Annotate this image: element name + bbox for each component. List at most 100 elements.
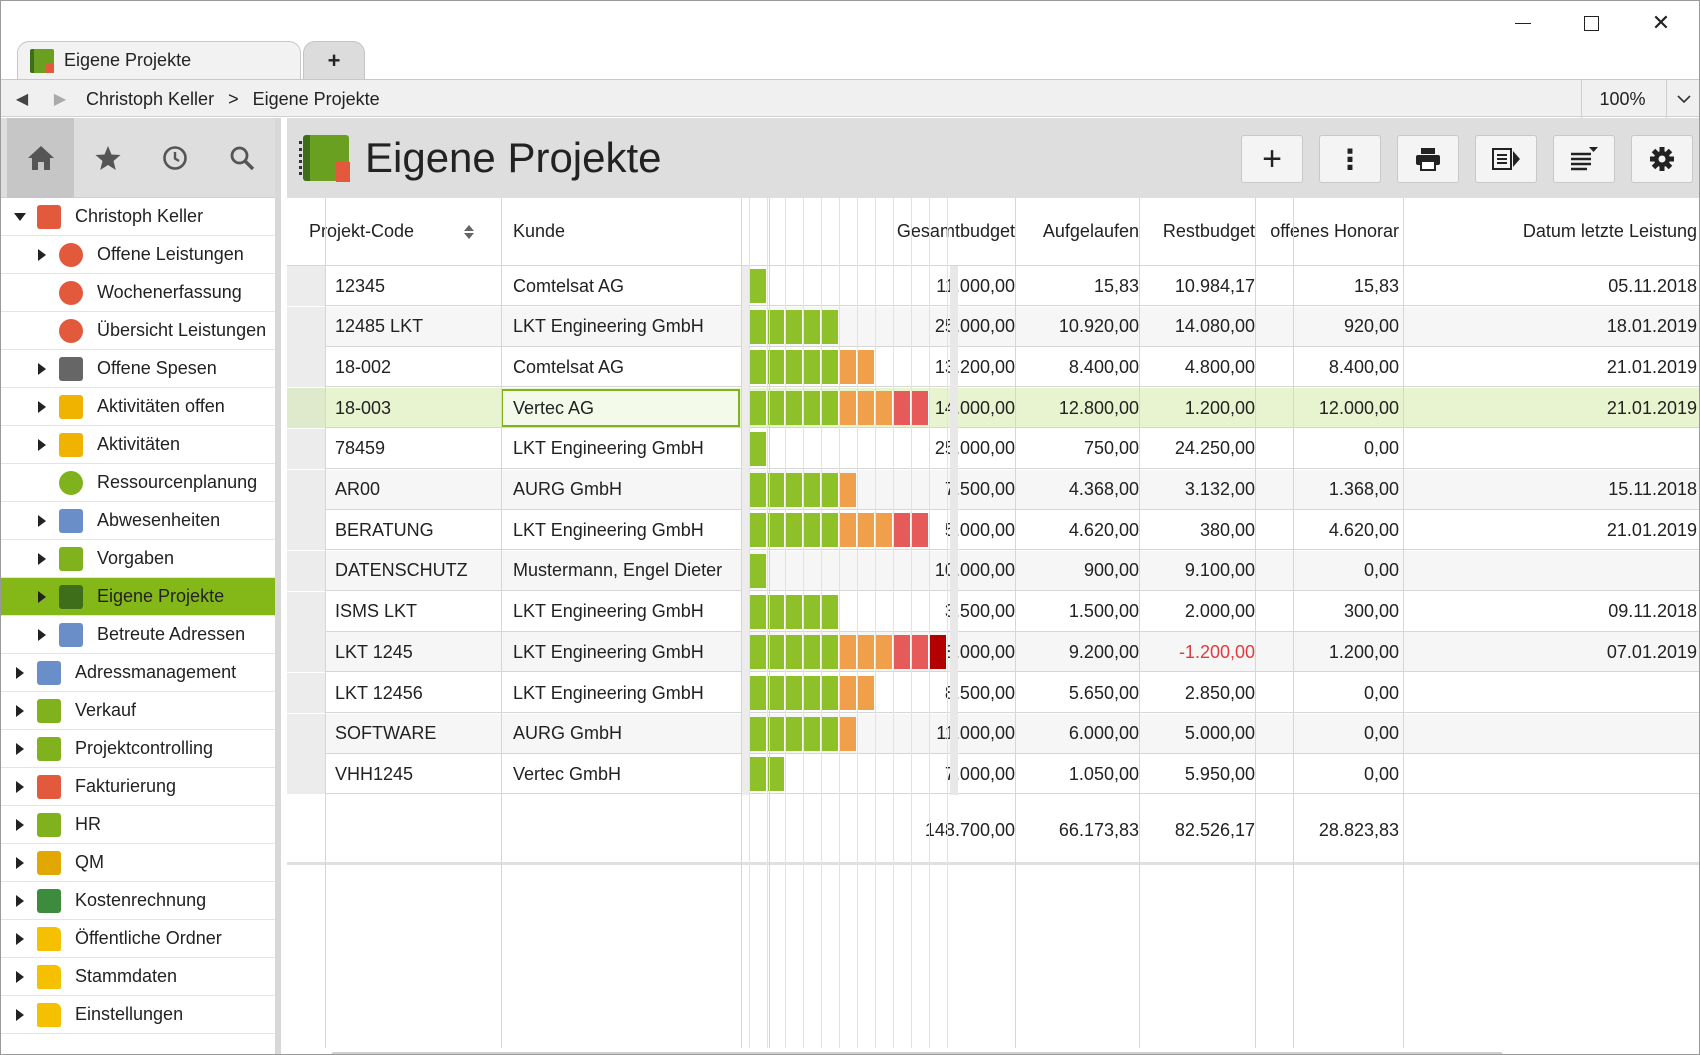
cell-datum-letzte-leistung[interactable]: 15.11.2018 (1608, 479, 1697, 499)
zoom-level[interactable]: 100% (1581, 80, 1663, 118)
table-row[interactable]: LKT 1245 LKT Engineering GmbH 8.000,00 9.20… (287, 632, 1699, 673)
sidebar-item-qm[interactable]: QM (1, 844, 275, 882)
cell-datum-letzte-leistung[interactable]: 05.11.2018 (1608, 275, 1697, 296)
caret-right-icon[interactable] (13, 894, 27, 908)
caret-right-icon[interactable] (13, 818, 27, 832)
caret-right-icon[interactable] (35, 552, 49, 566)
table-row[interactable]: 12345 Comtelsat AG 11.000,00 15,83 10.984,17… (287, 266, 1699, 306)
cell-aufgelaufen[interactable]: 12.800,00 (1058, 397, 1139, 418)
caret-down-icon[interactable] (13, 210, 27, 224)
caret-right-icon[interactable] (35, 400, 49, 414)
cell-restbudget[interactable]: 14.080,00 (1174, 316, 1255, 337)
cell-datum-letzte-leistung[interactable]: 21.01.2019 (1606, 356, 1697, 377)
cell-kunde[interactable]: LKT Engineering GmbH (513, 519, 704, 540)
cell-gesamtbudget[interactable]: 8.000,00 (944, 641, 1015, 662)
print-button[interactable] (1397, 135, 1459, 183)
row-selector[interactable] (287, 266, 325, 306)
cell-datum-letzte-leistung[interactable] (1411, 429, 1697, 469)
cell-kunde[interactable]: AURG GmbH (513, 723, 623, 744)
breadcrumb-item-current[interactable]: Eigene Projekte (252, 88, 380, 109)
cell-restbudget[interactable]: 1.200,00 (1184, 397, 1255, 418)
cell-kunde[interactable]: Mustermann, Engel Dieter (513, 560, 723, 581)
row-selector[interactable] (287, 550, 325, 591)
table-row[interactable]: VHH1245 Vertec GmbH 7.000,00 1.050,00 5.950,… (287, 754, 1699, 795)
table-row[interactable]: 12485 LKT LKT Engineering GmbH 25.000,00 10… (287, 306, 1699, 347)
cell-projekt-code[interactable]: LKT 1245 (335, 641, 413, 662)
column-header-aufgelaufen[interactable]: Aufgelaufen (1042, 221, 1139, 241)
cell-restbudget[interactable]: 5.000,00 (1184, 723, 1255, 744)
cell-datum-letzte-leistung[interactable]: 09.11.2018 (1608, 601, 1697, 622)
cell-aufgelaufen[interactable]: 1.050,00 (1068, 763, 1139, 784)
cell-offenes-honorar[interactable]: 920,00 (1343, 316, 1399, 337)
table-row[interactable]: SOFTWARE AURG GmbH 11.000,00 6.000,00 5.000,… (287, 713, 1699, 754)
table-row[interactable]: 78459 LKT Engineering GmbH 25.000,00 750,00… (287, 428, 1699, 469)
settings-button[interactable] (1631, 135, 1693, 183)
cell-projekt-code[interactable]: LKT 12456 (335, 682, 423, 703)
cell-offenes-honorar[interactable]: 0,00 (1363, 723, 1399, 744)
row-selector[interactable] (287, 673, 325, 713)
cell-aufgelaufen[interactable]: 4.368,00 (1068, 479, 1139, 499)
row-selector[interactable] (287, 306, 325, 347)
column-header-kunde[interactable]: Kunde (513, 221, 566, 241)
caret-right-icon[interactable] (13, 780, 27, 794)
cell-restbudget[interactable]: 2.000,00 (1184, 601, 1255, 622)
cell-kunde[interactable]: LKT Engineering GmbH (513, 601, 704, 622)
sidebar-item-aktivitäten[interactable]: Aktivitäten (1, 426, 275, 464)
sidebar-item-christoph-keller[interactable]: Christoph Keller (1, 198, 275, 236)
cell-datum-letzte-leistung[interactable]: 07.01.2019 (1606, 641, 1697, 662)
cell-projekt-code[interactable]: ISMS LKT (335, 601, 418, 622)
column-header-gesamtbudget[interactable]: Gesamtbudget (896, 221, 1015, 241)
cell-offenes-honorar[interactable]: 8.400,00 (1328, 356, 1399, 377)
sidebar-item-einstellungen[interactable]: Einstellungen (1, 996, 275, 1034)
cell-offenes-honorar[interactable]: 0,00 (1363, 560, 1399, 581)
new-tab-button[interactable]: + (303, 41, 365, 79)
cell-kunde[interactable]: AURG GmbH (513, 479, 623, 499)
cell-datum-letzte-leistung[interactable]: 18.01.2019 (1606, 316, 1697, 337)
cell-projekt-code[interactable]: 12485 LKT (335, 316, 424, 337)
row-selector[interactable] (287, 428, 325, 469)
row-selector[interactable] (287, 591, 325, 632)
cell-offenes-honorar[interactable]: 12.000,00 (1318, 397, 1399, 418)
table-row[interactable]: BERATUNG LKT Engineering GmbH 5.000,00 4.62… (287, 510, 1699, 551)
column-header-datum-letzte-leistung[interactable]: Datum letzte Leistung (1522, 221, 1697, 241)
sidebar-item-eigene-projekte[interactable]: Eigene Projekte (1, 578, 275, 616)
cell-kunde[interactable]: LKT Engineering GmbH (513, 438, 704, 459)
horizontal-scrollbar[interactable] (331, 1052, 1503, 1054)
cell-datum-letzte-leistung[interactable] (1411, 673, 1697, 713)
row-selector[interactable] (287, 713, 325, 754)
cell-kunde[interactable]: Vertec AG (513, 397, 595, 418)
cell-aufgelaufen[interactable]: 900,00 (1083, 560, 1139, 581)
cell-aufgelaufen[interactable]: 750,00 (1083, 438, 1139, 459)
sidebar-item-offene-spesen[interactable]: Offene Spesen (1, 350, 275, 388)
caret-right-icon[interactable] (13, 856, 27, 870)
favorites-button[interactable] (74, 118, 141, 198)
back-button[interactable]: ◀ (7, 80, 37, 118)
caret-right-icon[interactable] (13, 742, 27, 756)
cell-aufgelaufen[interactable]: 5.650,00 (1068, 682, 1139, 703)
cell-datum-letzte-leistung[interactable] (1411, 754, 1697, 794)
caret-right-icon[interactable] (13, 932, 27, 946)
sidebar-item-verkauf[interactable]: Verkauf (1, 692, 275, 730)
cell-offenes-honorar[interactable]: 0,00 (1363, 438, 1399, 459)
export-button[interactable] (1475, 135, 1537, 183)
cell-restbudget[interactable]: 4.800,00 (1184, 356, 1255, 377)
cell-aufgelaufen[interactable]: 8.400,00 (1068, 356, 1139, 377)
cell-datum-letzte-leistung[interactable] (1411, 714, 1697, 754)
cell-projekt-code[interactable]: 18-003 (335, 397, 392, 418)
caret-right-icon[interactable] (35, 438, 49, 452)
tab-eigene-projekte[interactable]: Eigene Projekte (17, 41, 301, 79)
caret-right-icon[interactable] (35, 590, 49, 604)
row-selector[interactable] (287, 632, 325, 673)
sidebar-item-wochenerfassung[interactable]: Wochenerfassung (1, 274, 275, 312)
cell-datum-letzte-leistung[interactable] (1411, 551, 1697, 591)
sidebar-item-vorgaben[interactable]: Vorgaben (1, 540, 275, 578)
cell-offenes-honorar[interactable]: 4.620,00 (1328, 519, 1399, 540)
sidebar-item-projektcontrolling[interactable]: Projektcontrolling (1, 730, 275, 768)
cell-aufgelaufen[interactable]: 9.200,00 (1068, 641, 1139, 662)
table-row[interactable]: 18-002 Comtelsat AG 13.200,00 8.400,00 4.800… (287, 347, 1699, 388)
cell-aufgelaufen[interactable]: 15,83 (1093, 275, 1139, 296)
caret-right-icon[interactable] (13, 970, 27, 984)
breadcrumb-item-user[interactable]: Christoph Keller (86, 88, 215, 109)
caret-right-icon[interactable] (35, 514, 49, 528)
sidebar-item-adressmanagement[interactable]: Adressmanagement (1, 654, 275, 692)
